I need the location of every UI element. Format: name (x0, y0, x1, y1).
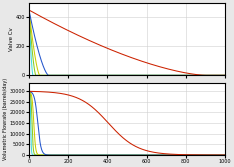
Y-axis label: Volumetric Flowrate (barrels/day): Volumetric Flowrate (barrels/day) (3, 78, 8, 160)
Y-axis label: Valve Cv: Valve Cv (9, 27, 14, 51)
